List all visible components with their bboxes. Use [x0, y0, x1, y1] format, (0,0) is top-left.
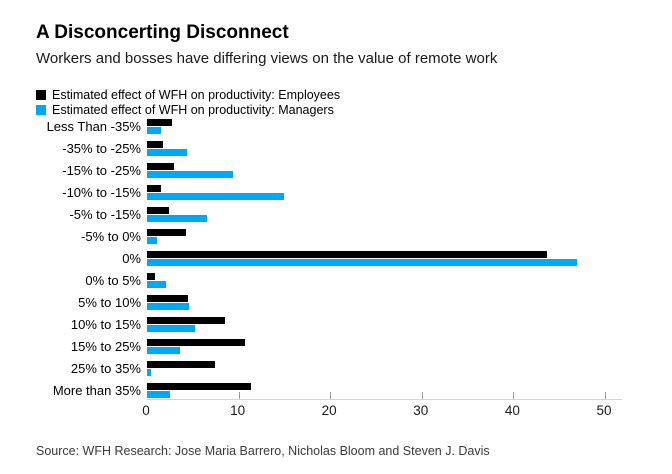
chart-row: -15% to -25%	[0, 163, 672, 185]
legend-swatch-managers-icon	[36, 104, 46, 115]
bar-managers	[147, 369, 151, 376]
x-tick	[330, 392, 332, 399]
chart-row: -5% to 0%	[0, 229, 672, 251]
bar-managers	[147, 215, 208, 222]
bar-employees	[147, 317, 225, 324]
bar-employees	[147, 185, 161, 192]
legend-label-employees: Estimated effect of WFH on productivity:…	[52, 87, 341, 102]
chart-row: -10% to -15%	[0, 185, 672, 207]
chart-row: 5% to 10%	[0, 295, 672, 317]
chart-row: -5% to -15%	[0, 207, 672, 229]
x-tick	[605, 392, 606, 399]
chart-row: 15% to 25%	[0, 339, 672, 361]
source-note: Source: WFH Research: Jose Maria Barrero…	[36, 444, 490, 458]
bar-managers	[147, 171, 234, 178]
legend-item-employees: Estimated effect of WFH on productivity:…	[36, 87, 340, 102]
category-label: 10% to 15%	[70, 317, 141, 332]
category-label: 25% to 35%	[70, 361, 141, 376]
category-label: -5% to 0%	[81, 229, 141, 244]
category-label: More than 35%	[52, 383, 141, 398]
bar-employees	[147, 295, 189, 302]
x-tick	[513, 392, 515, 399]
chart-row: More than 35%	[0, 383, 672, 405]
legend-item-managers: Estimated effect of WFH on productivity:…	[36, 102, 340, 117]
bar-managers	[147, 237, 158, 244]
bar-employees	[147, 229, 187, 236]
bar-managers	[147, 347, 180, 354]
plot-area: Less Than -35% -35% to -25% -15% to -25% -1…	[0, 119, 672, 399]
category-label: 0% to 5%	[85, 273, 141, 288]
category-label: 0%	[122, 251, 141, 266]
bar-employees	[147, 207, 169, 214]
bar-employees	[147, 119, 172, 126]
chart-row: 0% to 5%	[0, 273, 672, 295]
bar-managers	[147, 193, 285, 200]
bar-managers	[147, 391, 170, 398]
x-tick-label: 50	[596, 403, 612, 418]
bar-managers	[147, 303, 190, 310]
bar-managers	[147, 281, 167, 288]
category-label: -15% to -25%	[62, 163, 141, 178]
bar-managers	[147, 325, 195, 332]
category-label: Less Than -35%	[46, 119, 141, 134]
bar-employees	[147, 339, 245, 346]
page-title: A Disconcerting Disconnect	[36, 22, 289, 43]
chart-row: -35% to -25%	[0, 141, 672, 163]
x-axis-baseline	[147, 399, 622, 400]
category-label: 15% to 25%	[70, 339, 141, 354]
bar-employees	[147, 383, 252, 390]
x-tick-label: 40	[504, 403, 520, 418]
legend-swatch-employees-icon	[36, 89, 46, 100]
chart-legend: Estimated effect of WFH on productivity:…	[36, 87, 340, 117]
category-label: -5% to -15%	[69, 207, 141, 222]
category-label: -10% to -15%	[62, 185, 141, 200]
bar-employees	[147, 273, 156, 280]
category-label: 5% to 10%	[78, 295, 141, 310]
bar-employees	[147, 361, 215, 368]
bar-managers	[147, 149, 188, 156]
x-tick-label: 10	[230, 403, 246, 418]
bar-employees	[147, 163, 175, 170]
chart-row: 10% to 15%	[0, 317, 672, 339]
legend-label-managers: Estimated effect of WFH on productivity:…	[52, 102, 334, 117]
x-tick-label: 20	[321, 403, 337, 418]
chart-row: 25% to 35%	[0, 361, 672, 383]
bar-employees	[147, 251, 548, 258]
x-tick-label: 0	[142, 403, 150, 418]
bar-managers	[147, 259, 577, 266]
x-tick	[421, 392, 423, 399]
x-tick-label: 30	[413, 403, 429, 418]
chart-row: Less Than -35%	[0, 119, 672, 141]
chart-subtitle: Workers and bosses have differing views …	[36, 50, 498, 67]
bar-managers	[147, 127, 161, 134]
category-label: -35% to -25%	[62, 141, 141, 156]
bar-employees	[147, 141, 163, 148]
x-tick	[238, 392, 240, 399]
chart-row: 0%	[0, 251, 672, 273]
